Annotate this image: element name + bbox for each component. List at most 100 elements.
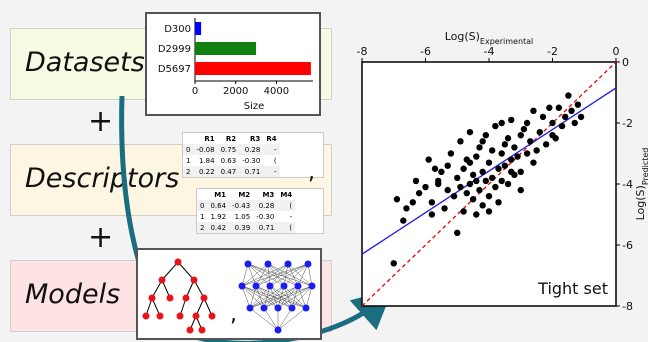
table-cell: 1.84 (199, 156, 215, 165)
table-row: 0 -0.08 0.75 0.28- (183, 144, 280, 155)
nn-edge (287, 263, 313, 287)
data-point (549, 132, 556, 139)
data-point (504, 135, 512, 142)
tree-node (156, 312, 164, 320)
comma-2: , (230, 302, 237, 327)
data-point (485, 208, 493, 215)
table-cell: 1 (200, 212, 205, 221)
data-point (466, 159, 474, 166)
table-cell: ( (277, 200, 296, 211)
data-point (444, 162, 451, 169)
data-point (495, 165, 502, 172)
table-cell: 0.28 (253, 200, 278, 211)
size-tick-label: 0 (192, 86, 198, 97)
data-point (412, 177, 420, 185)
table-cell: 0 (197, 200, 208, 211)
table-header: M1 (214, 190, 227, 199)
data-point (555, 104, 563, 111)
data-point (454, 174, 461, 182)
nn-edge (247, 263, 257, 287)
models-svg (142, 258, 316, 334)
data-point (495, 199, 502, 206)
tree-node (142, 312, 150, 320)
nn-edge (241, 263, 269, 287)
y-tick-label: -4 (622, 178, 633, 191)
data-point (431, 165, 439, 172)
nn-edge (255, 263, 289, 287)
x-axis-label: Log(S)Experimental (445, 30, 534, 46)
size-axis-label: Size (244, 101, 265, 112)
table-header: M2 (238, 190, 251, 199)
table-cell: 0.64 (207, 200, 230, 211)
data-point (409, 199, 416, 206)
data-point (469, 196, 477, 203)
tree-node (198, 326, 206, 334)
data-point (523, 119, 531, 127)
table-cell: 1.92 (210, 212, 227, 221)
data-point (479, 138, 486, 145)
table-cell: 0 (183, 144, 194, 155)
y-axis-label: Log(S)Predicted (634, 148, 648, 221)
x-tick-label: 0 (613, 45, 620, 58)
data-point (482, 177, 490, 185)
nn-edge (267, 263, 313, 287)
nn-node (244, 260, 252, 268)
data-point (546, 104, 553, 111)
data-point (501, 162, 509, 169)
descriptor-table-2: M1 M2 M3 M4 0 0.64 -0.43 0.28(1 1.92 1.05 -0.30-2 0… (196, 188, 324, 234)
data-point (533, 147, 540, 154)
tree-node (208, 312, 216, 320)
nn-edge (287, 263, 299, 287)
nn-edge (247, 263, 285, 287)
data-point (466, 128, 474, 136)
nn-edge (247, 263, 271, 287)
data-point (574, 101, 582, 108)
nn-edge (263, 285, 313, 309)
nn-node (274, 326, 282, 334)
table-header (183, 133, 193, 144)
plus-sign-2: + (88, 220, 114, 255)
data-point (466, 180, 474, 188)
size-bar-d300 (195, 22, 202, 35)
data-point (498, 150, 505, 157)
nn-edge (269, 263, 289, 287)
table-header: R1 (204, 134, 215, 143)
table-cell: -0.08 (193, 144, 218, 155)
nn-edge (291, 285, 313, 309)
tree-node (182, 294, 190, 302)
nn-edge (249, 285, 313, 309)
data-point (400, 217, 407, 224)
y-tick-label: -8 (622, 300, 633, 313)
nn-edge (241, 285, 251, 309)
nn-node (308, 282, 316, 290)
table-row: 2 0.22 0.47 0.71- (183, 166, 280, 177)
data-point (393, 196, 401, 203)
models-inset: , (136, 248, 322, 340)
data-point (530, 107, 537, 115)
x-tick-label: -6 (420, 45, 431, 58)
nn-node (252, 282, 260, 290)
data-point (469, 171, 477, 179)
data-point (428, 211, 436, 218)
identity-line (361, 61, 617, 307)
tree-node (148, 294, 156, 302)
nn-edge (249, 307, 279, 331)
data-point (542, 141, 550, 148)
data-point (498, 119, 505, 127)
data-point (476, 186, 483, 194)
data-point (577, 113, 585, 121)
table-header: R3 (250, 134, 261, 143)
table-m: M1 M2 M3 M4 0 0.64 -0.43 0.28(1 1.92 1.05 -0.30-2 0… (197, 189, 296, 233)
datasets-label: Datasets (25, 47, 145, 78)
nn-edge (283, 263, 309, 287)
nn-edge (297, 263, 309, 287)
table-cell: 0.71 (239, 166, 264, 177)
table-cell: 0.28 (239, 144, 264, 155)
table-header: R4 (266, 134, 277, 143)
nn-node (246, 304, 254, 312)
nn-edge (277, 307, 307, 331)
data-point (473, 211, 480, 218)
data-point (422, 183, 429, 191)
nn-node (304, 260, 312, 268)
